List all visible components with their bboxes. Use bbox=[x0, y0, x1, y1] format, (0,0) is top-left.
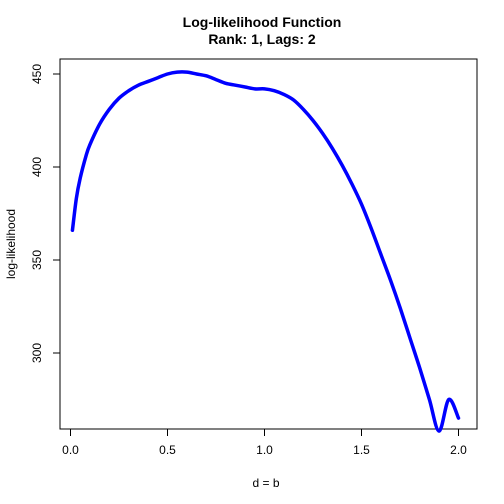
y-axis: 300 350 400 450 bbox=[30, 64, 61, 363]
y-tick-label: 400 bbox=[30, 157, 44, 177]
log-likelihood-line bbox=[70, 70, 461, 433]
x-tick-label: 0.5 bbox=[159, 443, 176, 457]
x-tick-label: 0.0 bbox=[62, 443, 79, 457]
series-layer bbox=[70, 70, 461, 433]
x-axis-label: d = b bbox=[252, 476, 279, 490]
x-tick-label: 2.0 bbox=[450, 443, 467, 457]
y-axis-label: log-likelihood bbox=[4, 209, 18, 279]
y-tick-label: 300 bbox=[30, 343, 44, 363]
chart-subtitle: Rank: 1, Lags: 2 bbox=[208, 31, 316, 47]
y-tick-label: 350 bbox=[30, 250, 44, 270]
chart-title: Log-likelihood Function bbox=[183, 14, 342, 30]
x-tick-label: 1.5 bbox=[353, 443, 370, 457]
x-tick-label: 1.0 bbox=[256, 443, 273, 457]
x-axis: 0.0 0.5 1.0 1.5 2.0 bbox=[62, 428, 467, 457]
y-tick-label: 450 bbox=[30, 64, 44, 84]
plot-area-border bbox=[59, 58, 478, 430]
